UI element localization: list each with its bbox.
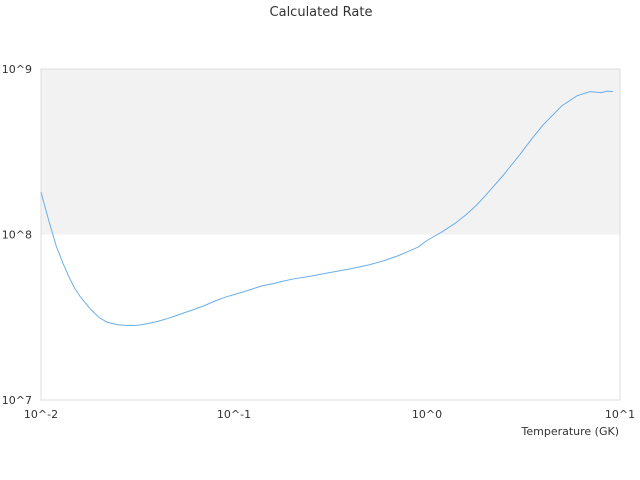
y-tick-label: 10^8 bbox=[2, 229, 32, 242]
x-tick-label: 10^-1 bbox=[217, 408, 251, 421]
series-line bbox=[40, 90, 614, 326]
series-layer bbox=[40, 90, 614, 326]
plot-area bbox=[40, 68, 621, 401]
x-axis-label: Temperature (GK) bbox=[521, 425, 620, 438]
chart-title: Calculated Rate bbox=[270, 5, 373, 20]
x-tick-label: 10^-2 bbox=[24, 408, 58, 421]
y-axis: 10^7 10^8 10^9 bbox=[2, 63, 32, 407]
x-axis: 10^-2 10^-1 10^0 10^1 bbox=[24, 408, 635, 421]
x-tick-label: 10^1 bbox=[605, 408, 635, 421]
shaded-band bbox=[41, 69, 620, 235]
x-tick-label: 10^0 bbox=[412, 408, 442, 421]
y-tick-label: 10^7 bbox=[2, 394, 32, 407]
y-tick-label: 10^9 bbox=[2, 63, 32, 76]
